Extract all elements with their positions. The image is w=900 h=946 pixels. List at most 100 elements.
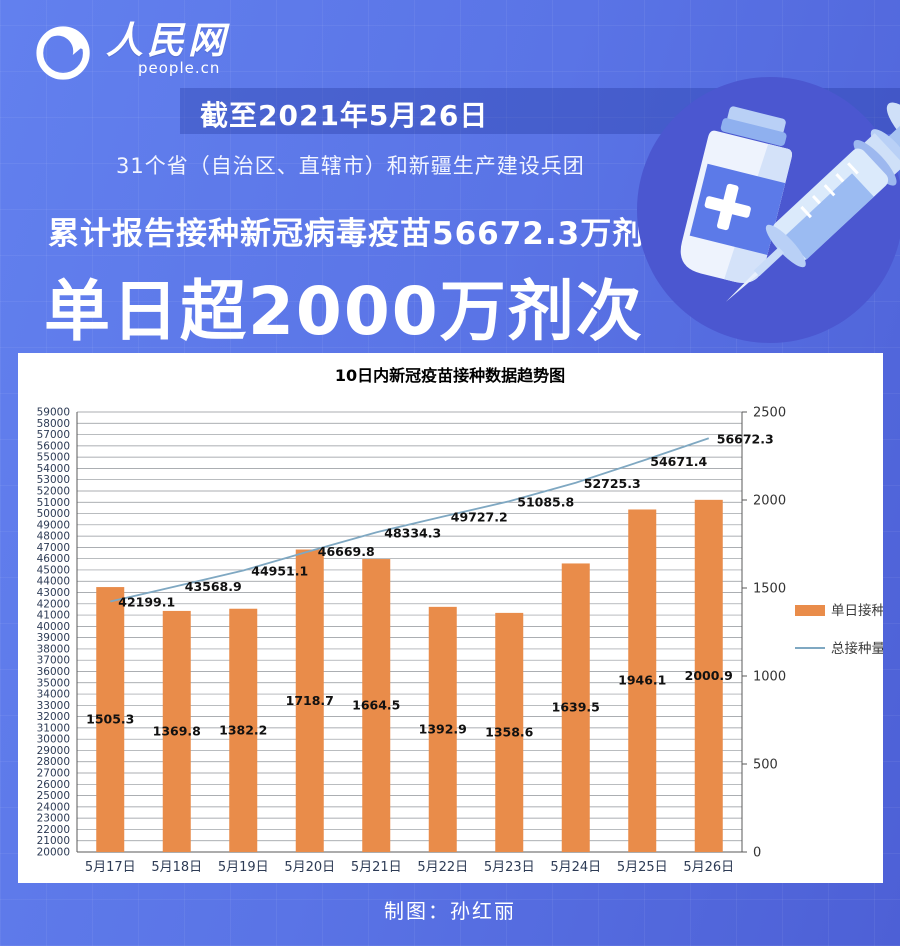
- left-axis-tick-label: 28000: [37, 756, 70, 768]
- left-axis-tick-label: 33000: [37, 700, 70, 712]
- x-axis-label: 5月22日: [417, 860, 468, 875]
- right-axis-tick-label: 0: [753, 846, 761, 861]
- line-value-label: 42199.1: [118, 595, 175, 610]
- left-axis-tick-label: 52000: [37, 485, 70, 497]
- right-axis-tick-label: 500: [753, 758, 778, 773]
- cumulative-doses-line: 累计报告接种新冠病毒疫苗56672.3万剂次: [48, 216, 677, 252]
- trend-chart: 10日内新冠疫苗接种数据趋势图2000021000220002300024000…: [37, 366, 883, 875]
- right-axis-tick-label: 2000: [753, 494, 786, 509]
- chart-panel: 10日内新冠疫苗接种数据趋势图 20000 21000 22000 23000 24000…: [18, 353, 883, 883]
- left-axis-tick-label: 41000: [37, 610, 70, 622]
- left-axis-tick-label: 30000: [37, 734, 70, 746]
- legend-line-label: 总接种量: [831, 640, 883, 657]
- left-axis-tick-label: 59000: [37, 407, 70, 419]
- date-banner: 截至2021年5月26日: [200, 99, 489, 132]
- bar-value-label: 1382.2: [219, 722, 267, 737]
- line-value-label: 46669.8: [318, 544, 375, 559]
- left-axis-tick-label: 39000: [37, 632, 70, 644]
- bar-5月24日: [561, 563, 590, 852]
- bar-value-label: 1369.8: [153, 723, 201, 738]
- bar-value-label: 1358.6: [485, 724, 534, 739]
- left-axis-tick-label: 58000: [37, 418, 70, 430]
- bar-5月26日: [694, 499, 723, 852]
- legend-bar-swatch: [795, 605, 825, 616]
- x-axis-label: 5月17日: [85, 860, 136, 875]
- vaccine-vial-icon: [680, 106, 792, 283]
- logo-text: 人民网 people.cn: [106, 22, 229, 76]
- bar-value-label: 2000.9: [685, 668, 733, 683]
- line-value-label: 54671.4: [650, 454, 707, 469]
- left-axis-tick-label: 37000: [37, 655, 70, 667]
- line-value-label: 49727.2: [451, 510, 508, 525]
- syringe-icon: [725, 102, 900, 302]
- left-axis-tick-label: 23000: [37, 813, 70, 825]
- left-axis-tick-label: 44000: [37, 576, 70, 588]
- line-value-label: 48334.3: [384, 525, 441, 540]
- left-axis-tick-label: 50000: [37, 508, 70, 520]
- left-axis-tick-label: 27000: [37, 768, 70, 780]
- line-value-label: 51085.8: [517, 494, 574, 509]
- x-axis-label: 5月18日: [151, 860, 202, 875]
- right-axis-tick-label: 1500: [753, 582, 786, 597]
- left-axis-tick-label: 20000: [37, 847, 70, 859]
- bar-value-label: 1505.3: [86, 712, 134, 727]
- left-axis-tick-label: 48000: [37, 531, 70, 543]
- left-axis-tick-label: 32000: [37, 711, 70, 723]
- bar-5月17日: [96, 587, 125, 852]
- bar-value-label: 1718.7: [286, 693, 334, 708]
- region-subtitle: 31个省（自治区、直辖市）和新疆生产建设兵团: [116, 154, 585, 178]
- left-axis-tick-label: 49000: [37, 519, 70, 531]
- right-axis-tick-label: 2500: [753, 406, 786, 421]
- line-value-label: 56672.3: [717, 431, 774, 446]
- left-axis-tick-label: 51000: [37, 497, 70, 509]
- line-value-label: 44951.1: [251, 564, 308, 579]
- left-axis-tick-label: 42000: [37, 598, 70, 610]
- chart-title: 10日内新冠疫苗接种数据趋势图: [335, 366, 565, 385]
- bar-value-label: 1392.9: [419, 721, 467, 736]
- people-cn-logo: 人民网 people.cn: [34, 22, 229, 84]
- left-axis-tick-label: 53000: [37, 474, 70, 486]
- x-axis-label: 5月21日: [351, 860, 402, 875]
- cumulative-line: [110, 437, 710, 603]
- x-axis-label: 5月25日: [617, 860, 668, 875]
- left-axis-tick-label: 31000: [37, 722, 70, 734]
- headline: 单日超2000万剂次: [44, 273, 644, 350]
- bar-5月25日: [628, 509, 657, 852]
- line-value-label: 43568.9: [185, 579, 242, 594]
- left-axis-tick-label: 46000: [37, 553, 70, 565]
- line-value-label: 52725.3: [584, 476, 641, 491]
- bar-value-label: 1664.5: [352, 698, 400, 713]
- left-axis-tick-label: 36000: [37, 666, 70, 678]
- left-axis-tick-label: 26000: [37, 779, 70, 791]
- left-axis-tick-label: 47000: [37, 542, 70, 554]
- logo-name: 人民网: [106, 19, 229, 62]
- left-axis-tick-label: 45000: [37, 564, 70, 576]
- left-axis-tick-label: 57000: [37, 429, 70, 441]
- bar-5月20日: [295, 549, 324, 852]
- left-axis-tick-label: 24000: [37, 801, 70, 813]
- bar-5月23日: [495, 612, 524, 852]
- footer: 制图：孙红丽: [0, 883, 900, 946]
- left-axis-tick-label: 56000: [37, 440, 70, 452]
- left-axis-tick-label: 22000: [37, 824, 70, 836]
- left-axis-tick-label: 40000: [37, 621, 70, 633]
- vaccine-syringe-illustration: [637, 77, 900, 343]
- left-axis-tick-label: 29000: [37, 745, 70, 757]
- left-axis-tick-label: 55000: [37, 452, 70, 464]
- left-axis-tick-label: 54000: [37, 463, 70, 475]
- logo-domain: people.cn: [138, 59, 221, 77]
- right-axis-tick-label: 1000: [753, 670, 786, 685]
- x-axis-label: 5月26日: [683, 860, 734, 875]
- x-axis-label: 5月20日: [284, 860, 335, 875]
- x-axis-label: 5月23日: [484, 860, 535, 875]
- people-cn-globe-icon: [36, 26, 90, 80]
- left-axis-tick-label: 43000: [37, 587, 70, 599]
- left-axis-tick-label: 34000: [37, 689, 70, 701]
- x-axis-label: 5月24日: [550, 860, 601, 875]
- x-axis-label: 5月19日: [218, 860, 269, 875]
- bar-5月18日: [162, 610, 191, 852]
- credit-text: 制图：孙红丽: [384, 899, 516, 923]
- bar-5月21日: [362, 559, 391, 852]
- bar-value-label: 1946.1: [618, 673, 666, 688]
- bar-5月22日: [428, 606, 457, 852]
